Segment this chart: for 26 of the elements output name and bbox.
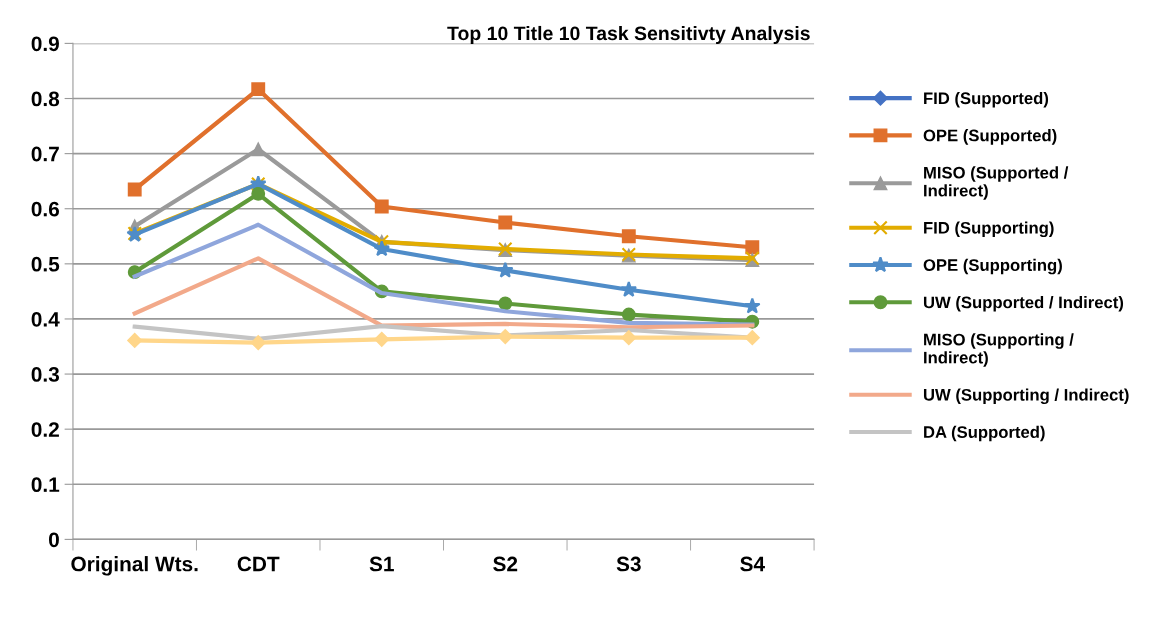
y-tick-label: 0.3 [31,367,60,382]
x-tick-label: Original Wts. [71,556,198,576]
legend-label: MISO (Supporting / Indirect) [924,333,1074,367]
y-tick-label: 0.6 [31,201,60,217]
legend-label: FID (Supported) [924,91,1049,108]
y-tick-label: 0.5 [31,256,60,272]
legend-label: DA (Supported) [924,425,1045,442]
legend-label: MISO (Supported / Indirect) [924,166,1069,200]
x-tick-label: S4 [740,556,765,572]
legend-label: UW (Supported / Indirect) [923,296,1124,312]
chart-title: Top 10 Title 10 Task Sensitivty Analysis [447,25,810,45]
x-tick-label: S1 [369,556,394,572]
y-tick-label: 0.8 [31,91,60,107]
y-tick-label: 0.2 [31,422,59,437]
legend-label: OPE (Supporting) [923,258,1062,275]
y-tick-label: 0.9 [31,36,59,52]
y-tick-label: 0.1 [31,477,60,493]
legend-label: OPE (Supported) [923,129,1057,145]
legend-label: FID (Supporting) [924,221,1054,238]
y-tick-label: 0.7 [31,146,59,162]
y-tick-label: 0.4 [31,311,60,327]
x-tick-label: S3 [616,556,641,572]
x-tick-label: S2 [493,556,518,572]
y-tick-label: 0 [49,532,59,548]
x-tick-label: CDT [237,556,280,572]
legend-label: UW (Supporting / Indirect) [923,388,1129,405]
